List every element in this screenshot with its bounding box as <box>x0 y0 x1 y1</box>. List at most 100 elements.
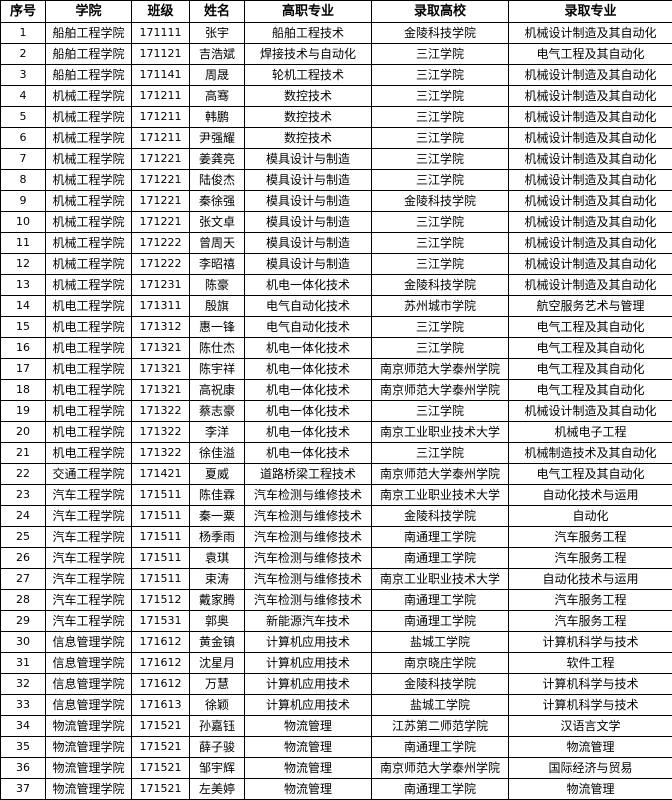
cell-vocational-major: 计算机应用技术 <box>244 673 372 695</box>
cell-admitted-major: 机械电子工程 <box>508 421 672 443</box>
cell-admitted-school: 金陵科技学院 <box>371 505 509 527</box>
cell-index: 19 <box>0 400 46 422</box>
cell-admitted-major: 汽车服务工程 <box>508 610 672 632</box>
cell-vocational-major: 计算机应用技术 <box>244 694 372 716</box>
cell-name: 尹强耀 <box>189 127 245 149</box>
table-row: 15 机电工程学院 171312 惠一锋 电气自动化技术 三江学院 电气工程及其自动化 <box>0 316 672 338</box>
cell-admitted-school: 南京工业职业技术大学 <box>371 568 509 590</box>
table-row: 32 信息管理学院 171612 万慧 计算机应用技术 金陵科技学院 计算机科学与技术 <box>0 673 672 695</box>
cell-admitted-school: 南京师范大学泰州学院 <box>371 463 509 485</box>
cell-name: 李洋 <box>189 421 245 443</box>
cell-name: 李昭禧 <box>189 253 245 275</box>
cell-admitted-major: 汉语言文学 <box>508 715 672 737</box>
cell-admitted-school: 三江学院 <box>371 253 509 275</box>
cell-name: 陈宇祥 <box>189 358 245 380</box>
cell-class: 171222 <box>131 232 190 254</box>
cell-class: 171321 <box>131 337 190 359</box>
cell-admitted-school: 三江学院 <box>371 64 509 86</box>
cell-vocational-major: 数控技术 <box>244 106 372 128</box>
cell-name: 蔡志豪 <box>189 400 245 422</box>
cell-college: 船舶工程学院 <box>45 22 132 44</box>
table-row: 17 机电工程学院 171321 陈宇祥 机电一体化技术 南京师范大学泰州学院 电气工程及其… <box>0 358 672 380</box>
cell-name: 黄金镇 <box>189 631 245 653</box>
cell-college: 汽车工程学院 <box>45 589 132 611</box>
cell-admitted-school: 南通理工学院 <box>371 547 509 569</box>
cell-admitted-major: 机械制造技术及其自动化 <box>508 442 672 464</box>
cell-class: 171221 <box>131 169 190 191</box>
cell-admitted-school: 南通理工学院 <box>371 610 509 632</box>
cell-class: 171322 <box>131 442 190 464</box>
cell-class: 171321 <box>131 379 190 401</box>
cell-college: 机电工程学院 <box>45 358 132 380</box>
cell-class: 171121 <box>131 43 190 65</box>
table-row: 25 汽车工程学院 171511 杨季雨 汽车检测与维修技术 南通理工学院 汽车服务工程 <box>0 526 672 548</box>
cell-vocational-major: 汽车检测与维修技术 <box>244 484 372 506</box>
cell-admitted-major: 机械设计制造及其自动化 <box>508 400 672 422</box>
cell-admitted-school: 三江学院 <box>371 127 509 149</box>
cell-college: 机电工程学院 <box>45 316 132 338</box>
cell-index: 24 <box>0 505 46 527</box>
table-row: 12 机械工程学院 171222 李昭禧 模具设计与制造 三江学院 机械设计制造及其自动化 <box>0 253 672 275</box>
cell-college: 物流管理学院 <box>45 715 132 737</box>
cell-admitted-school: 三江学院 <box>371 442 509 464</box>
cell-college: 物流管理学院 <box>45 778 132 800</box>
cell-vocational-major: 模具设计与制造 <box>244 253 372 275</box>
table-row: 29 汽车工程学院 171531 郭奥 新能源汽车技术 南通理工学院 汽车服务工程 <box>0 610 672 632</box>
cell-admitted-school: 南通理工学院 <box>371 778 509 800</box>
cell-name: 陆俊杰 <box>189 169 245 191</box>
table-body: 1 船舶工程学院 171111 张宇 船舶工程技术 金陵科技学院 机械设计制造及其自动化 2 船… <box>0 22 672 800</box>
cell-admitted-school: 南京工业职业技术大学 <box>371 484 509 506</box>
cell-admitted-school: 南京师范大学泰州学院 <box>371 358 509 380</box>
cell-index: 14 <box>0 295 46 317</box>
cell-college: 船舶工程学院 <box>45 64 132 86</box>
cell-college: 汽车工程学院 <box>45 568 132 590</box>
cell-vocational-major: 机电一体化技术 <box>244 421 372 443</box>
column-header-name: 姓名 <box>189 0 245 23</box>
cell-name: 袁琪 <box>189 547 245 569</box>
table-row: 16 机电工程学院 171321 陈仕杰 机电一体化技术 三江学院 电气工程及其自动化 <box>0 337 672 359</box>
cell-college: 机械工程学院 <box>45 211 132 233</box>
cell-admitted-school: 金陵科技学院 <box>371 22 509 44</box>
cell-college: 汽车工程学院 <box>45 526 132 548</box>
cell-admitted-school: 南京工业职业技术大学 <box>371 421 509 443</box>
cell-class: 171511 <box>131 484 190 506</box>
cell-admitted-major: 机械设计制造及其自动化 <box>508 85 672 107</box>
cell-class: 171511 <box>131 547 190 569</box>
cell-vocational-major: 机电一体化技术 <box>244 274 372 296</box>
cell-college: 船舶工程学院 <box>45 43 132 65</box>
cell-name: 夏威 <box>189 463 245 485</box>
cell-class: 171521 <box>131 778 190 800</box>
table-row: 35 物流管理学院 171521 薛子骏 物流管理 南通理工学院 物流管理 <box>0 736 672 758</box>
cell-class: 171511 <box>131 526 190 548</box>
cell-index: 18 <box>0 379 46 401</box>
table-row: 5 机械工程学院 171211 韩鹏 数控技术 三江学院 机械设计制造及其自动化 <box>0 106 672 128</box>
cell-name: 束涛 <box>189 568 245 590</box>
cell-vocational-major: 电气自动化技术 <box>244 295 372 317</box>
column-header-admitted-school: 录取高校 <box>371 0 509 23</box>
column-header-class: 班级 <box>131 0 190 23</box>
cell-vocational-major: 船舶工程技术 <box>244 22 372 44</box>
table-row: 19 机电工程学院 171322 蔡志豪 机电一体化技术 三江学院 机械设计制造及其自动化 <box>0 400 672 422</box>
cell-vocational-major: 模具设计与制造 <box>244 190 372 212</box>
table-row: 26 汽车工程学院 171511 袁琪 汽车检测与维修技术 南通理工学院 汽车服务工程 <box>0 547 672 569</box>
cell-name: 秦一粟 <box>189 505 245 527</box>
cell-admitted-major: 计算机科学与技术 <box>508 694 672 716</box>
table-row: 33 信息管理学院 171613 徐颖 计算机应用技术 盐城工学院 计算机科学与技术 <box>0 694 672 716</box>
cell-college: 机械工程学院 <box>45 85 132 107</box>
cell-class: 171312 <box>131 316 190 338</box>
cell-name: 戴家腾 <box>189 589 245 611</box>
cell-name: 陈仕杰 <box>189 337 245 359</box>
cell-name: 吉浩斌 <box>189 43 245 65</box>
cell-name: 陈佳霖 <box>189 484 245 506</box>
cell-index: 9 <box>0 190 46 212</box>
cell-admitted-major: 计算机科学与技术 <box>508 673 672 695</box>
cell-index: 35 <box>0 736 46 758</box>
cell-admitted-school: 三江学院 <box>371 400 509 422</box>
cell-admitted-school: 三江学院 <box>371 169 509 191</box>
cell-class: 171321 <box>131 358 190 380</box>
cell-admitted-school: 南京晓庄学院 <box>371 652 509 674</box>
cell-class: 171311 <box>131 295 190 317</box>
cell-name: 张文卓 <box>189 211 245 233</box>
cell-admitted-major: 机械设计制造及其自动化 <box>508 148 672 170</box>
